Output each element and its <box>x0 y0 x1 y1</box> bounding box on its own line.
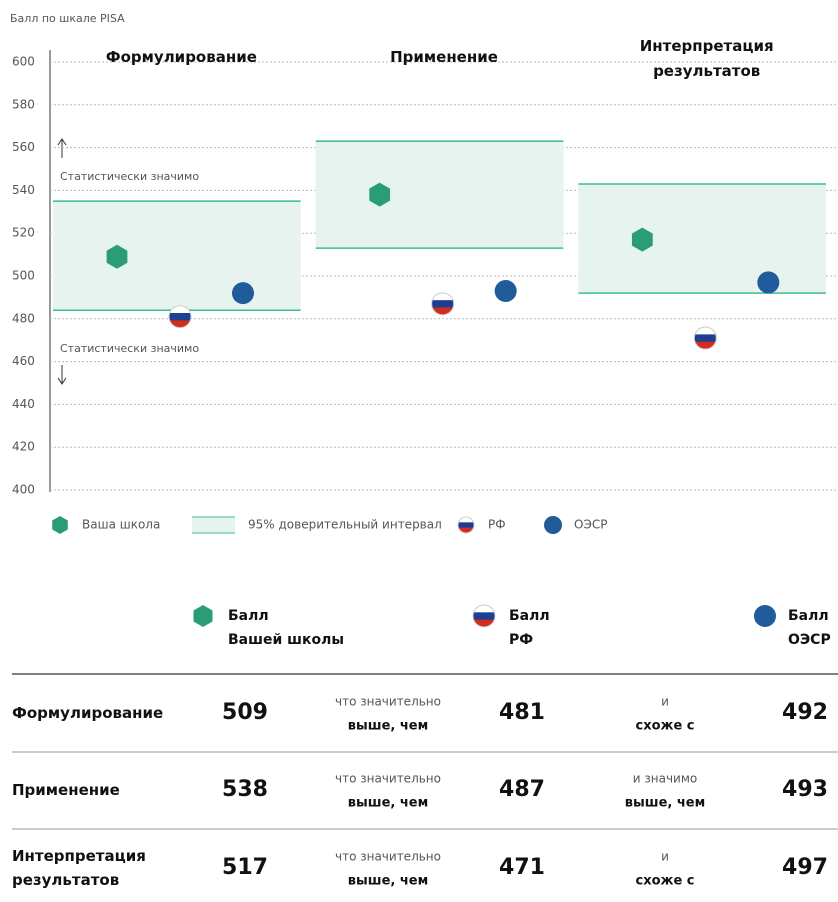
hexagon-marker <box>52 516 68 534</box>
flag-stripe <box>458 527 474 533</box>
group-title: Применение <box>390 48 498 66</box>
comparison: и <box>661 850 669 864</box>
flag-stripe <box>694 341 717 350</box>
score: 481 <box>499 700 545 725</box>
comparison: выше, чем <box>348 874 428 889</box>
comparison: и значимо <box>633 772 697 786</box>
score: 493 <box>782 777 828 802</box>
flag-stripe <box>473 619 495 627</box>
flag-stripe <box>169 305 191 314</box>
flag-rim <box>168 305 192 329</box>
flag-stripe <box>431 292 454 301</box>
flag-marker <box>431 292 454 315</box>
legend-label: 95% доверительный интервал <box>248 518 442 532</box>
comparison: схоже с <box>635 874 694 889</box>
table-header: Вашей школы <box>228 632 344 648</box>
y-tick-label: 480 <box>12 311 35 325</box>
row-name: Применение <box>12 781 120 799</box>
arrow-down-head <box>57 377 67 385</box>
ci-band <box>315 141 564 249</box>
dot-marker <box>232 282 254 305</box>
y-tick-label: 400 <box>12 483 35 497</box>
comparison: что значительно <box>335 850 441 864</box>
legend-label: ОЭСР <box>574 518 607 532</box>
flag-rim <box>472 604 496 628</box>
dot-marker <box>757 271 780 294</box>
group-title: Формулирование <box>105 48 257 66</box>
flag-stripe <box>169 312 191 321</box>
comparison: выше, чем <box>348 719 428 734</box>
table-header: Балл <box>228 608 269 624</box>
score: 492 <box>782 700 828 725</box>
legend-label: РФ <box>488 518 506 532</box>
table-header: ОЭСР <box>788 632 831 648</box>
comparison: что значительно <box>335 772 441 786</box>
legend-ci <box>192 517 235 533</box>
hexagon-marker <box>106 244 128 269</box>
flag-rim <box>431 292 455 316</box>
score: 497 <box>782 855 828 880</box>
comparison: схоже с <box>635 719 694 734</box>
flag-marker <box>694 327 717 350</box>
row-name: Формулирование <box>12 704 164 722</box>
comparison: выше, чем <box>348 796 428 811</box>
ci-band <box>53 201 301 311</box>
y-tick-label: 460 <box>12 354 35 368</box>
legend-dot <box>754 605 776 627</box>
legend-dot <box>544 516 562 534</box>
comparison: выше, чем <box>625 796 705 811</box>
flag-stripe <box>431 307 454 315</box>
flag-marker <box>473 605 495 627</box>
hexagon-marker <box>631 227 653 252</box>
annotation: Статистически значимо <box>60 342 199 355</box>
annotation: Статистически значимо <box>60 170 199 183</box>
y-tick-label: 520 <box>12 226 35 240</box>
y-tick-label: 500 <box>12 269 35 283</box>
hexagon-marker <box>193 605 213 627</box>
table-header: РФ <box>509 632 533 648</box>
y-tick-label: 580 <box>12 97 35 111</box>
score: 471 <box>499 855 545 880</box>
arrow-up-head <box>57 138 67 146</box>
flag-stripe <box>431 300 454 308</box>
score: 517 <box>222 855 268 880</box>
y-tick-label: 420 <box>12 440 35 454</box>
flag-stripe <box>458 522 474 529</box>
flag-stripe <box>473 612 495 621</box>
ci-band <box>578 183 826 294</box>
score: 538 <box>222 777 268 802</box>
y-tick-label: 440 <box>12 397 35 411</box>
table-header: Балл <box>788 608 829 624</box>
y-tick-label: 600 <box>12 55 35 69</box>
y-tick-label: 540 <box>12 183 35 197</box>
legend-label: Ваша школа <box>82 518 160 532</box>
table-header: Балл <box>509 608 550 624</box>
comparison: и <box>661 695 669 709</box>
comparison: что значительно <box>335 695 441 709</box>
flag-rim <box>693 326 717 350</box>
flag-stripe <box>694 327 717 335</box>
flag-rim <box>457 516 475 534</box>
row-name: Интерпретация результатов <box>12 847 146 889</box>
score: 487 <box>499 777 545 802</box>
group-title: Интерпретация результатов <box>639 37 774 80</box>
flag-stripe <box>473 605 495 613</box>
y-axis-label: Балл по шкале PISA <box>10 12 125 25</box>
flag-stripe <box>458 517 474 523</box>
y-tick-label: 560 <box>12 140 35 154</box>
score: 509 <box>222 700 268 725</box>
dot-marker <box>494 279 517 302</box>
flag-stripe <box>169 320 191 328</box>
flag-marker <box>169 305 191 328</box>
flag-marker <box>458 517 474 533</box>
hexagon-marker <box>369 182 391 207</box>
flag-stripe <box>694 334 717 343</box>
